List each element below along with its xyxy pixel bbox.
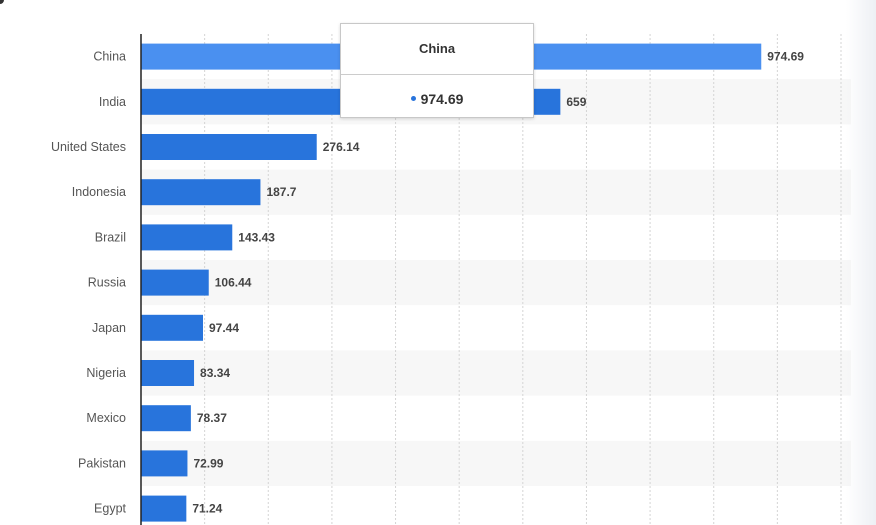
bar[interactable] [141,405,191,432]
tooltip-title: China [341,24,533,75]
series-dot-icon [410,95,416,101]
bar[interactable] [141,179,261,206]
category-label: Brazil [95,230,126,244]
row-band [141,440,851,486]
category-label: Nigeria [86,366,126,380]
data-label: 97.44 [209,321,239,335]
data-label: 72.99 [193,456,223,470]
category-label: China [93,50,126,64]
category-label: Japan [92,321,126,335]
data-label: 78.37 [197,411,227,425]
category-label: Egypt [94,502,126,516]
category-label: Indonesia [72,185,126,199]
bar[interactable] [141,495,187,522]
row-band [141,260,851,306]
panel-shadow [846,0,876,525]
data-label: 659 [566,95,586,109]
tooltip-value: 974.69 [420,91,464,107]
bar[interactable] [141,450,188,477]
bar[interactable] [141,134,317,160]
bar[interactable] [141,224,233,251]
category-label: United States [51,140,126,154]
bar[interactable] [141,269,209,296]
category-label: India [99,95,126,109]
data-label: 143.43 [238,230,275,244]
data-label: 276.14 [323,140,360,154]
row-band [141,350,851,396]
data-label: 974.69 [767,50,804,64]
bar[interactable] [141,314,204,341]
category-label: Russia [88,276,126,290]
data-label: 83.34 [200,366,230,380]
tooltip: China 974.69 [340,23,534,118]
data-label: 187.7 [266,185,296,199]
bar[interactable] [141,360,195,386]
data-label: 71.24 [192,502,222,516]
tooltip-value-row: 974.69 [341,75,533,117]
category-label: Mexico [86,411,126,425]
corner-mark [0,0,4,4]
data-label: 106.44 [215,276,252,290]
category-label: Pakistan [78,456,126,470]
